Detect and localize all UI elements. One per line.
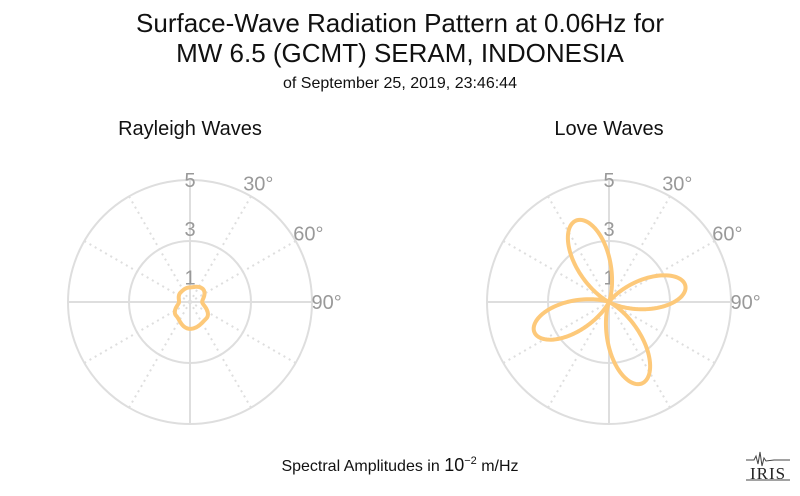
love-grid-spoke <box>608 240 716 303</box>
love-angular-tick-label: 90° <box>731 292 761 314</box>
iris-logo-text: IRIS <box>750 464 786 483</box>
rayleigh-angular-tick-label: 90° <box>312 292 342 314</box>
love-grid-spoke <box>608 301 671 409</box>
seismogram-trace-icon <box>746 451 790 467</box>
rayleigh-radiation-curve <box>172 284 210 331</box>
rayleigh-radial-tick-label: 3 <box>184 219 195 241</box>
chart-title-line2: MW 6.5 (GCMT) SERAM, INDONESIA <box>176 38 624 68</box>
rayleigh-grid-spoke <box>189 195 252 303</box>
love-grid-spoke <box>502 301 610 364</box>
rayleigh-panel-title: Rayleigh Waves <box>118 118 262 140</box>
rayleigh-grid-spoke <box>189 301 252 409</box>
rayleigh-radial-tick-label: 1 <box>184 268 195 290</box>
rayleigh-grid-spoke <box>83 240 191 303</box>
rayleigh-angular-tick-label: 60° <box>293 224 323 246</box>
love-radial-tick-label: 3 <box>603 219 614 241</box>
love-radial-tick-label: 1 <box>603 268 614 290</box>
rayleigh-grid-spoke <box>189 240 297 303</box>
caption-exponent: −2 <box>464 455 477 467</box>
love-angular-tick-label: 30° <box>662 174 692 196</box>
rayleigh-grid-spoke <box>83 301 191 364</box>
love-polar-plot: 1 3 5 30° 60° 90° <box>486 170 761 425</box>
rayleigh-radial-tick-label: 5 <box>184 170 195 192</box>
love-angular-tick-label: 60° <box>712 224 742 246</box>
love-grid-spoke <box>547 301 610 409</box>
rayleigh-angular-tick-label: 30° <box>243 174 273 196</box>
rayleigh-grid-spoke <box>128 301 191 409</box>
love-grid-spoke <box>547 195 610 303</box>
caption-base: 10 <box>444 455 465 475</box>
love-radiation-curve <box>531 217 688 387</box>
love-grid-spoke <box>502 240 610 303</box>
love-grid-spoke <box>608 195 671 303</box>
rayleigh-grid-spoke <box>128 195 191 303</box>
rayleigh-polar-plot: 1 3 5 30° 60° 90° <box>67 170 342 425</box>
chart-title-line1: Surface-Wave Radiation Pattern at 0.06Hz… <box>136 8 664 38</box>
love-radial-tick-label: 5 <box>603 170 614 192</box>
rayleigh-grid-spoke <box>189 301 297 364</box>
love-panel-title: Love Waves <box>554 118 664 140</box>
caption-prefix: Spectral Amplitudes in <box>281 458 445 475</box>
amplitude-units-caption: Spectral Amplitudes in 10−2 m/Hz <box>0 455 800 476</box>
chart-subtitle-date: of September 25, 2019, 23:46:44 <box>283 75 517 92</box>
iris-logo: IRIS <box>746 451 790 483</box>
caption-unit: m/Hz <box>476 458 519 475</box>
love-grid-spoke <box>608 301 716 364</box>
